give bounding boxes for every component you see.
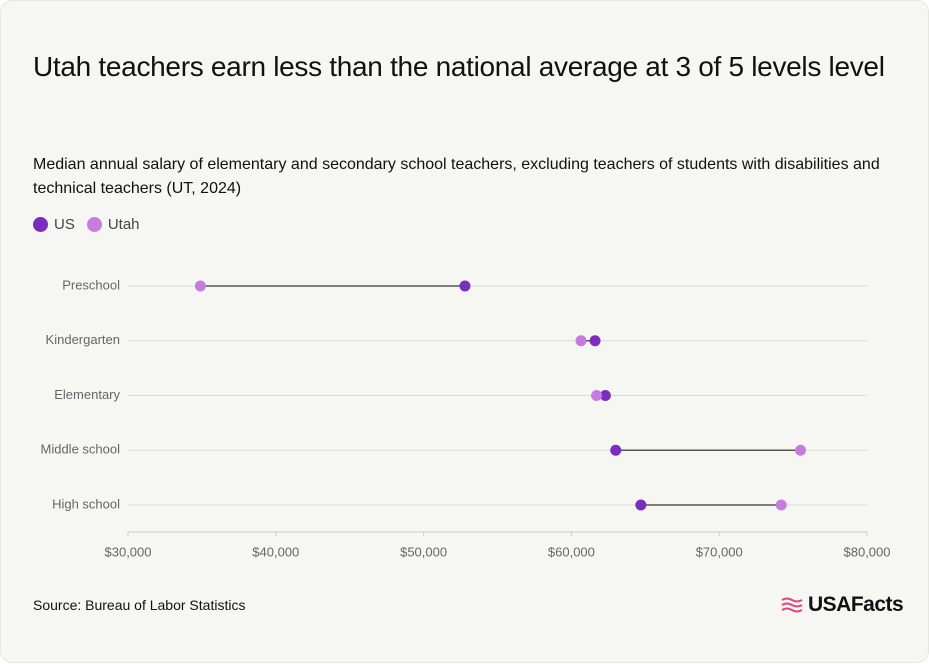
y-tick-label: High school: [52, 496, 120, 511]
chart-subtitle: Median annual salary of elementary and s…: [33, 156, 880, 197]
logo-icon: [781, 597, 803, 613]
chart-title: Utah teachers earn less than the nationa…: [33, 51, 885, 82]
dot: [591, 390, 603, 401]
dot: [775, 499, 787, 511]
dot: [459, 280, 471, 292]
x-tick-label: $60,000: [548, 544, 595, 559]
x-tick-label: $40,000: [252, 544, 299, 559]
x-tick-label: $50,000: [400, 544, 447, 559]
logo-text: USAFacts: [808, 593, 904, 616]
dot: [635, 499, 647, 511]
y-tick-label: Preschool: [62, 277, 120, 292]
dot: [589, 335, 601, 347]
dot: [610, 444, 622, 456]
legend-label: Utah: [107, 216, 140, 233]
x-tick-label: $80,000: [844, 544, 891, 559]
x-tick-label: $30,000: [105, 544, 152, 559]
legend-label: US: [54, 216, 75, 233]
y-tick-label: Middle school: [41, 442, 121, 457]
legend-marker: [86, 217, 102, 232]
legend-marker: [33, 217, 48, 232]
dot: [794, 444, 806, 456]
legend: US Utah: [33, 216, 146, 233]
dot: [599, 390, 611, 401]
logo: USAFacts: [780, 593, 904, 617]
dot: [194, 280, 206, 292]
dot: [575, 335, 587, 347]
y-tick-label: Elementary: [54, 387, 120, 402]
x-tick-label: $70,000: [696, 544, 743, 559]
source: Source: Bureau of Labor Statistics: [33, 597, 246, 613]
y-tick-label: Kindergarten: [46, 332, 120, 347]
